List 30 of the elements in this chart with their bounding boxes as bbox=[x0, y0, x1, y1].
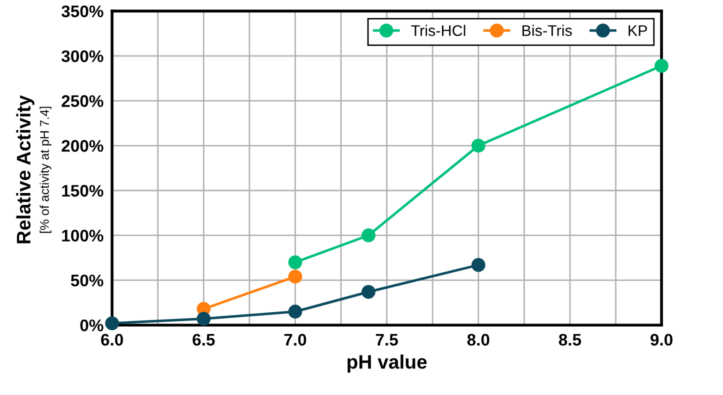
x-tick-label: 7.5 bbox=[376, 334, 398, 346]
legend-label: KP bbox=[628, 25, 647, 36]
point bbox=[288, 270, 302, 284]
x-axis-title: pH value bbox=[348, 354, 427, 373]
y-tick-label: 50% bbox=[70, 274, 104, 286]
x-tick-label: 6.5 bbox=[192, 334, 215, 346]
x-tick-label: 8.5 bbox=[558, 334, 582, 346]
point bbox=[362, 284, 376, 299]
x-tick-label: 8.0 bbox=[467, 334, 490, 346]
y-tick-label: 100% bbox=[62, 230, 104, 242]
x-tick-label: 6.0 bbox=[101, 334, 123, 346]
legend-label: Bis-Tris bbox=[522, 24, 572, 36]
y-tick-label: 0% bbox=[80, 319, 104, 332]
legend-label: Tris-HCl bbox=[411, 24, 466, 36]
x-tick-label: 9.0 bbox=[650, 334, 672, 346]
y-tick-label: 300% bbox=[61, 50, 104, 62]
point bbox=[288, 255, 302, 270]
point bbox=[196, 312, 211, 326]
point bbox=[471, 258, 486, 272]
point bbox=[471, 138, 486, 153]
point bbox=[362, 228, 376, 242]
y-axis-title: Relative Activity [% of activity at pH 7.4] bbox=[16, 95, 52, 244]
point bbox=[654, 58, 668, 73]
y-tick-label: 200% bbox=[62, 140, 104, 152]
x-tick-label: 7.0 bbox=[284, 334, 306, 346]
point bbox=[105, 316, 120, 330]
y-tick-label: 350% bbox=[61, 5, 104, 18]
y-tick-label: 250% bbox=[62, 95, 104, 107]
point bbox=[288, 304, 302, 319]
y-tick-label: 150% bbox=[62, 184, 104, 197]
